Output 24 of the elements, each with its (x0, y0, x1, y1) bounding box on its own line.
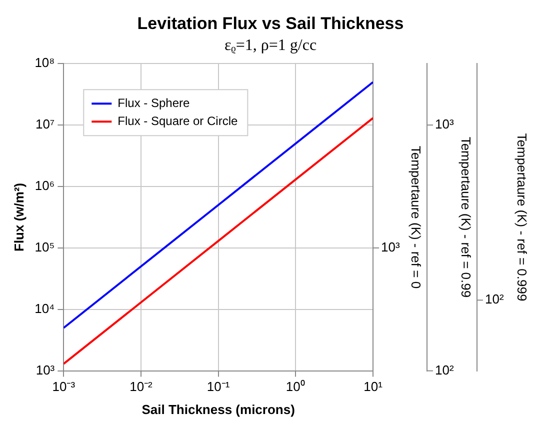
text: Tempertaure (K) - ref = 0.99 (458, 136, 474, 298)
text: 10³ (435, 116, 454, 132)
y-tick-label: 10⁴ (34, 300, 55, 316)
text: 10² (435, 362, 454, 378)
y-tick-label: 10⁶ (34, 178, 55, 194)
x-tick-label: 10⁰ (286, 379, 306, 394)
chart-title: Levitation Flux vs Sail Thickness (137, 14, 404, 33)
y-tick-label: 10⁷ (35, 116, 55, 132)
text: Tempertaure (K) - ref = 0 (408, 146, 424, 289)
text: 10³ (381, 240, 400, 254)
y-tick-label: 10³ (36, 362, 56, 378)
x-tick-label: 10⁻¹ (206, 379, 230, 394)
x-tick-label: 10⁻³ (52, 379, 76, 394)
x-tick-label: 10⁻² (130, 379, 154, 394)
y-tick-label: 10⁸ (34, 55, 55, 70)
legend-label: Flux - Square or Circle (118, 114, 238, 128)
x-axis-title: Sail Thickness (microns) (142, 402, 295, 417)
text: 10² (485, 292, 504, 307)
chart-subtitle: εᵨ=1, ρ=1 g/cc (224, 37, 317, 54)
x-tick-label: 10¹ (364, 379, 384, 394)
legend-label: Flux - Sphere (118, 96, 190, 110)
y-tick-label: 10⁵ (34, 240, 55, 254)
text: Tempertaure (K) - ref = 0.999 (514, 133, 530, 302)
y-axis-title: Flux (w/m²) (11, 182, 26, 252)
